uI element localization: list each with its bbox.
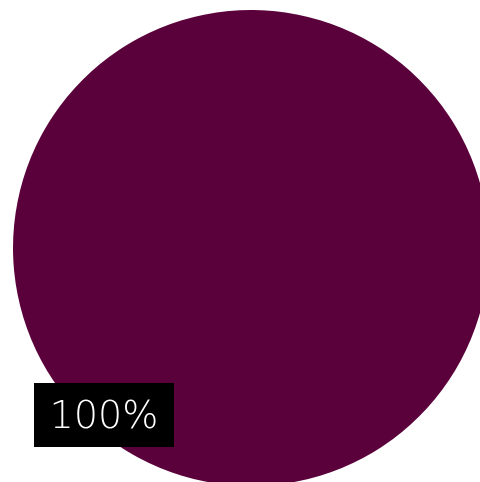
- slice-data-label: 100%: [49, 393, 159, 437]
- data-label-box: 100%: [34, 383, 174, 447]
- pie-slice-0: [13, 10, 480, 482]
